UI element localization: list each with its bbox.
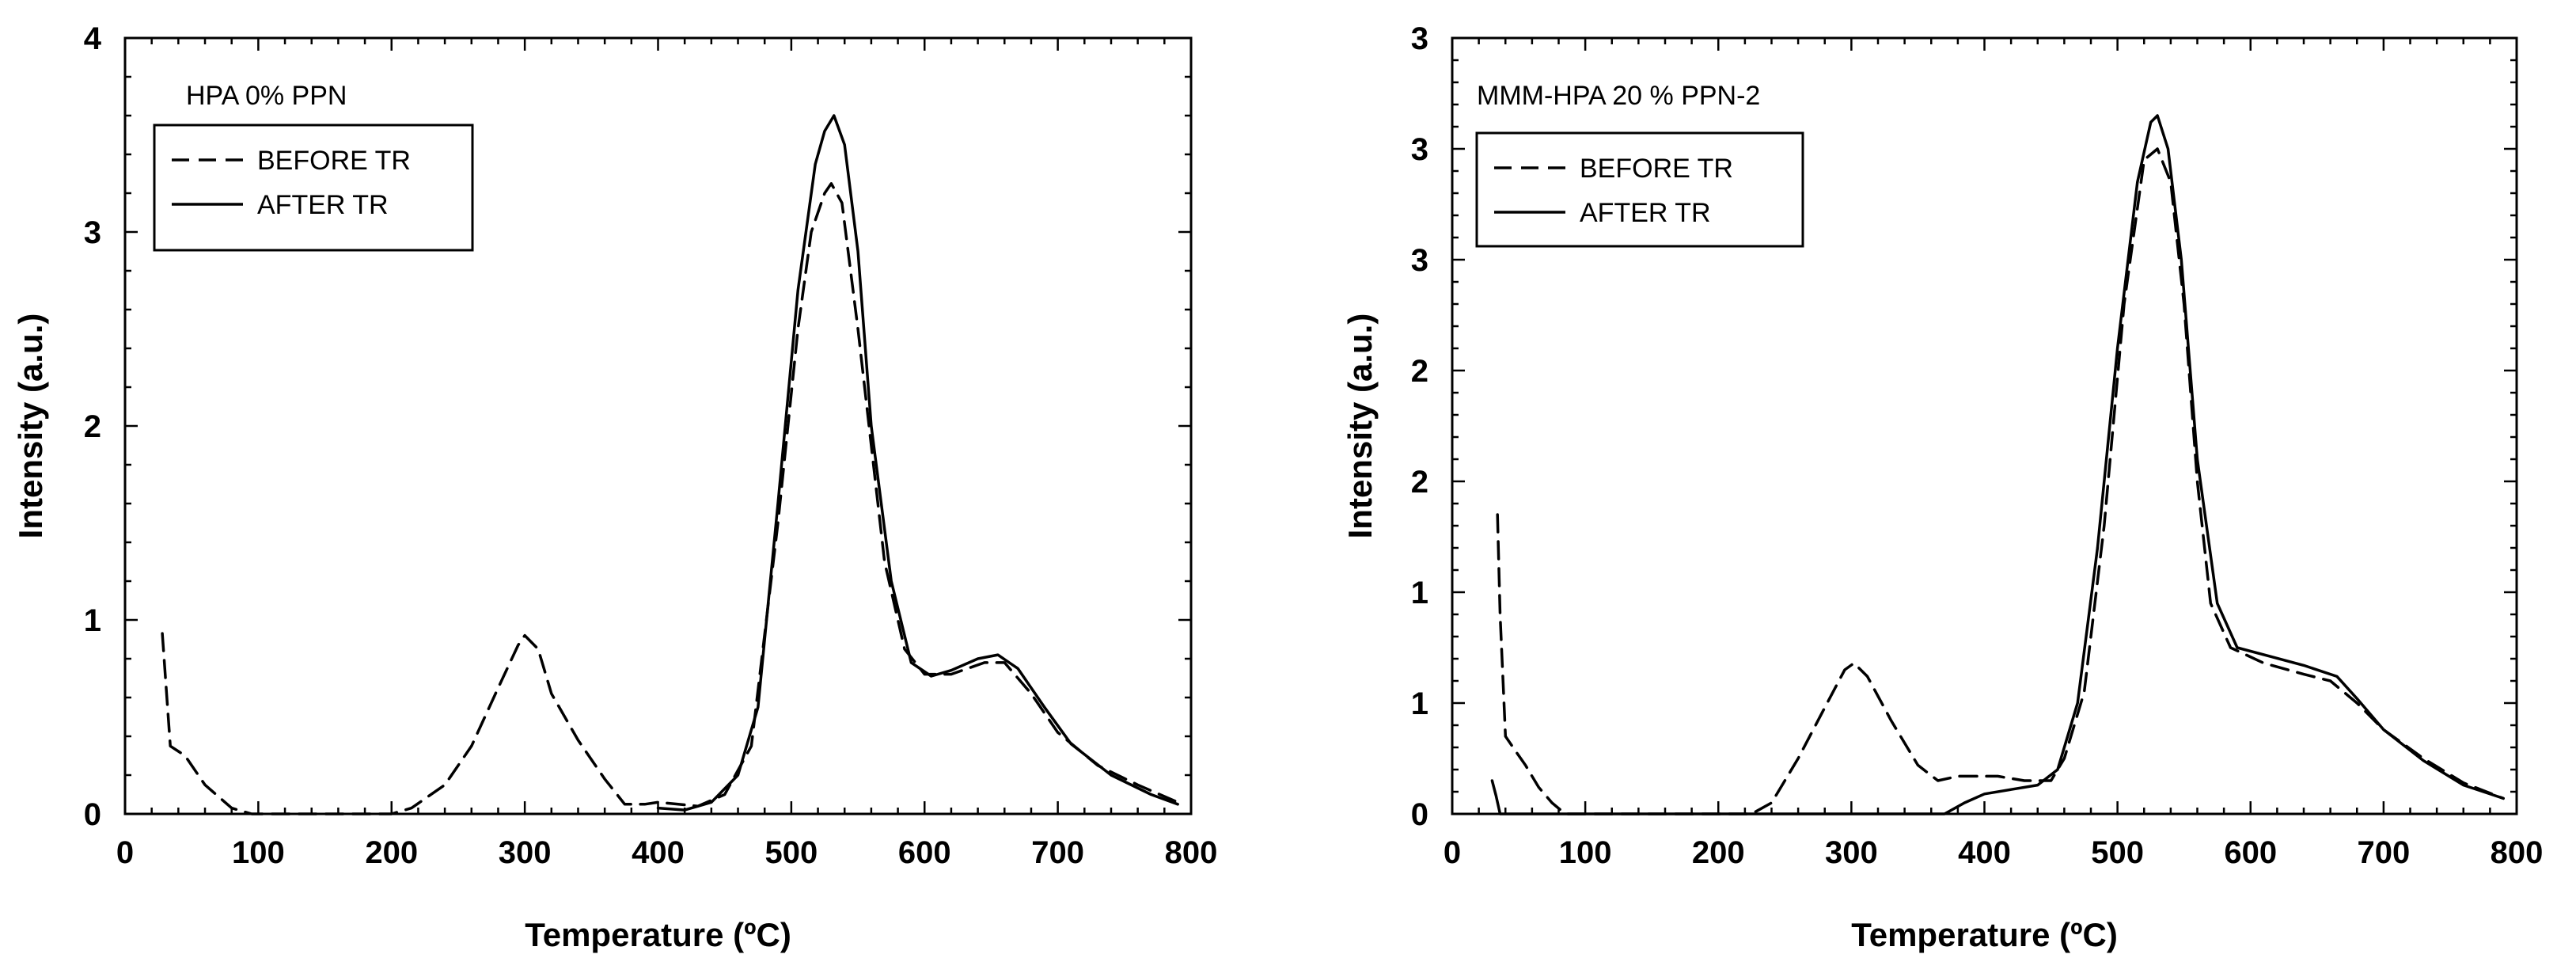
legend-label: BEFORE TR — [257, 146, 411, 176]
y-tick-label: 3 — [1411, 21, 1428, 56]
y-tick-label: 1 — [1411, 686, 1428, 721]
legend-label: AFTER TR — [1580, 198, 1711, 228]
x-tick-label: 500 — [2091, 835, 2144, 870]
y-tick-label: 2 — [1411, 354, 1428, 389]
legend-label: AFTER TR — [257, 190, 389, 220]
chart-panel-2: 0 100 200 300 400 500 600 700 800 0 1 1 2 2 3 3 3 Tempera… — [1341, 21, 2543, 953]
x-tick-label: 400 — [1958, 835, 2011, 870]
x-tick-label: 0 — [116, 835, 134, 870]
series-line-before-tr — [1496, 147, 2505, 815]
x-tick-label: 800 — [2491, 835, 2544, 870]
x-tick-label: 700 — [1031, 835, 1084, 870]
x-tick-label: 800 — [1165, 835, 1218, 870]
x-axis-title: Temperature (ºC) — [525, 916, 791, 953]
y-axis-title: Intensity (a.u.) — [12, 314, 49, 539]
legend-box — [1475, 131, 1804, 248]
legend-label: BEFORE TR — [1580, 154, 1733, 184]
x-tick-label: 0 — [1444, 835, 1461, 870]
y-tick-label: 0 — [1411, 797, 1428, 832]
y-tick-label: 3 — [84, 215, 101, 250]
chart-title: MMM-HPA 20 % PPN-2 — [1477, 81, 1760, 111]
y-tick-label: 4 — [84, 21, 102, 56]
y-tick-label: 2 — [84, 409, 101, 444]
y-tick-label: 3 — [1411, 243, 1428, 278]
y-tick-label: 1 — [84, 603, 101, 638]
y-tick-label: 1 — [1411, 576, 1428, 610]
x-tick-label: 200 — [1692, 835, 1745, 870]
x-tick-label: 200 — [365, 835, 418, 870]
x-tick-label: 100 — [1559, 835, 1612, 870]
x-tick-label: 300 — [1825, 835, 1878, 870]
y-tick-label: 0 — [84, 797, 101, 832]
chart-panel-1: 0 100 200 300 400 500 600 700 800 0 1 2 3 4 Temperatur… — [12, 21, 1217, 953]
series-line-after-tr — [656, 114, 1179, 812]
x-tick-label: 600 — [898, 835, 951, 870]
legend-box — [153, 124, 474, 252]
chart-title: HPA 0% PPN — [186, 81, 347, 111]
x-axis-title: Temperature (ºC) — [1851, 916, 2118, 953]
series-line-before-tr — [161, 182, 1179, 815]
series-line-after-tr — [1490, 114, 2505, 815]
x-tick-label: 400 — [632, 835, 685, 870]
y-axis-title: Intensity (a.u.) — [1341, 314, 1379, 539]
x-tick-label: 300 — [499, 835, 552, 870]
x-tick-label: 500 — [765, 835, 818, 870]
x-tick-label: 700 — [2358, 835, 2411, 870]
x-tick-label: 100 — [232, 835, 285, 870]
y-tick-label: 3 — [1411, 132, 1428, 167]
x-tick-label: 600 — [2224, 835, 2277, 870]
y-tick-label: 2 — [1411, 465, 1428, 500]
